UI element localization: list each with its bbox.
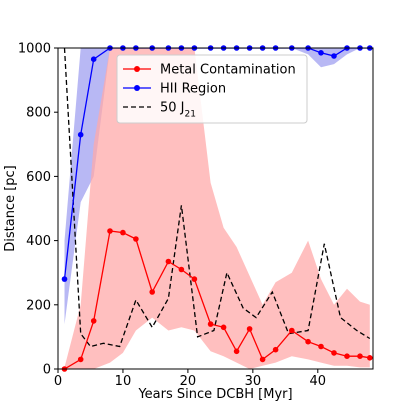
x-axis-ticks: 0 10 20 30 40	[54, 369, 326, 389]
hii-point	[90, 56, 97, 62]
metal-point	[207, 321, 214, 327]
metal-point	[165, 258, 172, 265]
x-tick-label: 0	[54, 374, 62, 389]
x-tick-label: 10	[115, 374, 132, 389]
metal-point	[331, 350, 337, 356]
hii-point	[77, 131, 84, 138]
legend-hii-marker	[134, 85, 140, 91]
metal-point	[344, 353, 350, 360]
hii-point	[61, 276, 68, 282]
y-tick-label: 0	[43, 363, 51, 378]
metal-point	[191, 276, 198, 282]
j21-line	[63, 48, 371, 348]
x-tick-label: 30	[245, 374, 262, 389]
legend-box	[116, 54, 308, 124]
x-tick-label: 20	[180, 374, 197, 389]
hii-point	[318, 50, 324, 56]
hii-point	[331, 53, 337, 59]
legend-metal-label: Metal Contamination	[160, 63, 296, 78]
y-tick-label: 800	[26, 106, 51, 121]
y-axis-ticks: 0 200 400 600 800 1000	[18, 42, 58, 378]
x-tick-label: 40	[310, 374, 327, 389]
metal-point	[149, 289, 155, 295]
metal-uncertainty-band	[64, 48, 370, 369]
y-tick-label: 1000	[18, 42, 51, 57]
legend: Metal Contamination HII Region 50 J21	[116, 54, 308, 124]
y-axis-label: Distance [pc]	[3, 165, 18, 252]
y-tick-label: 200	[26, 298, 51, 313]
metal-point	[220, 324, 227, 331]
hii-line	[63, 48, 370, 280]
metal-point	[107, 228, 113, 234]
legend-hii-label: HII Region	[160, 82, 226, 97]
legend-j21-label-main: 50 J	[160, 101, 185, 116]
uncertainty-bands	[64, 48, 370, 369]
series-markers	[61, 45, 373, 372]
metal-point	[367, 355, 373, 361]
y-tick-label: 400	[26, 234, 51, 249]
hii-uncertainty-band	[64, 48, 370, 325]
legend-j21-label-sub: 21	[185, 110, 196, 120]
metal-point	[318, 343, 324, 350]
metal-point	[133, 236, 139, 242]
metal-point	[90, 318, 97, 324]
metal-point	[178, 266, 185, 273]
metal-point	[233, 348, 240, 355]
plot-frame	[57, 47, 374, 370]
metal-point	[305, 338, 311, 345]
metal-point	[289, 327, 295, 334]
metal-point	[272, 346, 279, 353]
metal-point	[357, 353, 363, 360]
metal-point	[246, 326, 253, 332]
y-tick-label: 600	[26, 170, 51, 185]
legend-j21-label: 50 J21	[160, 101, 196, 120]
metal-point	[120, 229, 126, 236]
x-axis-label: Years Since DCBH [Myr]	[137, 387, 292, 402]
legend-metal-marker	[134, 66, 140, 72]
metal-point	[259, 356, 266, 363]
metal-point	[77, 356, 84, 363]
